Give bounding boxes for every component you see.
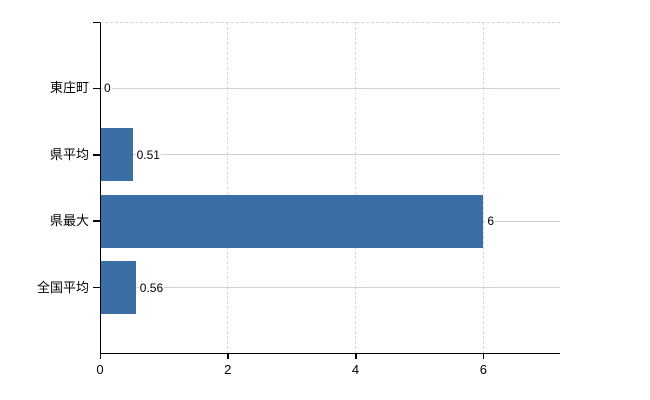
x-tick-label: 2 bbox=[224, 362, 232, 377]
value-label: 0.51 bbox=[135, 147, 161, 162]
y-tick-mark bbox=[93, 87, 100, 90]
v-gridline bbox=[482, 22, 484, 354]
category-label: 東庄町 bbox=[49, 80, 89, 96]
category-label: 県最大 bbox=[49, 213, 89, 229]
value-label: 6 bbox=[486, 214, 496, 229]
value-label: 0.56 bbox=[138, 280, 165, 295]
plot-area bbox=[100, 22, 560, 354]
y-tick-mark bbox=[93, 220, 100, 222]
x-tick-mark bbox=[355, 354, 357, 359]
y-tick-mark bbox=[93, 154, 100, 156]
h-gridline bbox=[100, 287, 560, 289]
y-tick-mark bbox=[93, 286, 100, 289]
x-tick-mark bbox=[99, 354, 101, 359]
x-tick-mark bbox=[482, 354, 485, 359]
x-tick-mark bbox=[227, 354, 229, 359]
category-label: 全国平均 bbox=[36, 279, 89, 295]
x-tick-label: 0 bbox=[96, 362, 104, 377]
value-label: 0 bbox=[103, 81, 112, 96]
y-axis-top-tick bbox=[93, 21, 100, 23]
x-tick-label: 4 bbox=[351, 362, 360, 377]
h-gridline bbox=[100, 87, 560, 89]
bar bbox=[101, 128, 133, 182]
category-label: 県平均 bbox=[49, 146, 89, 162]
x-tick-label: 6 bbox=[479, 362, 487, 377]
bar bbox=[101, 261, 136, 315]
bar bbox=[101, 194, 484, 248]
v-gridline bbox=[227, 22, 229, 354]
h-gridline bbox=[100, 154, 560, 156]
v-gridline bbox=[355, 22, 357, 354]
